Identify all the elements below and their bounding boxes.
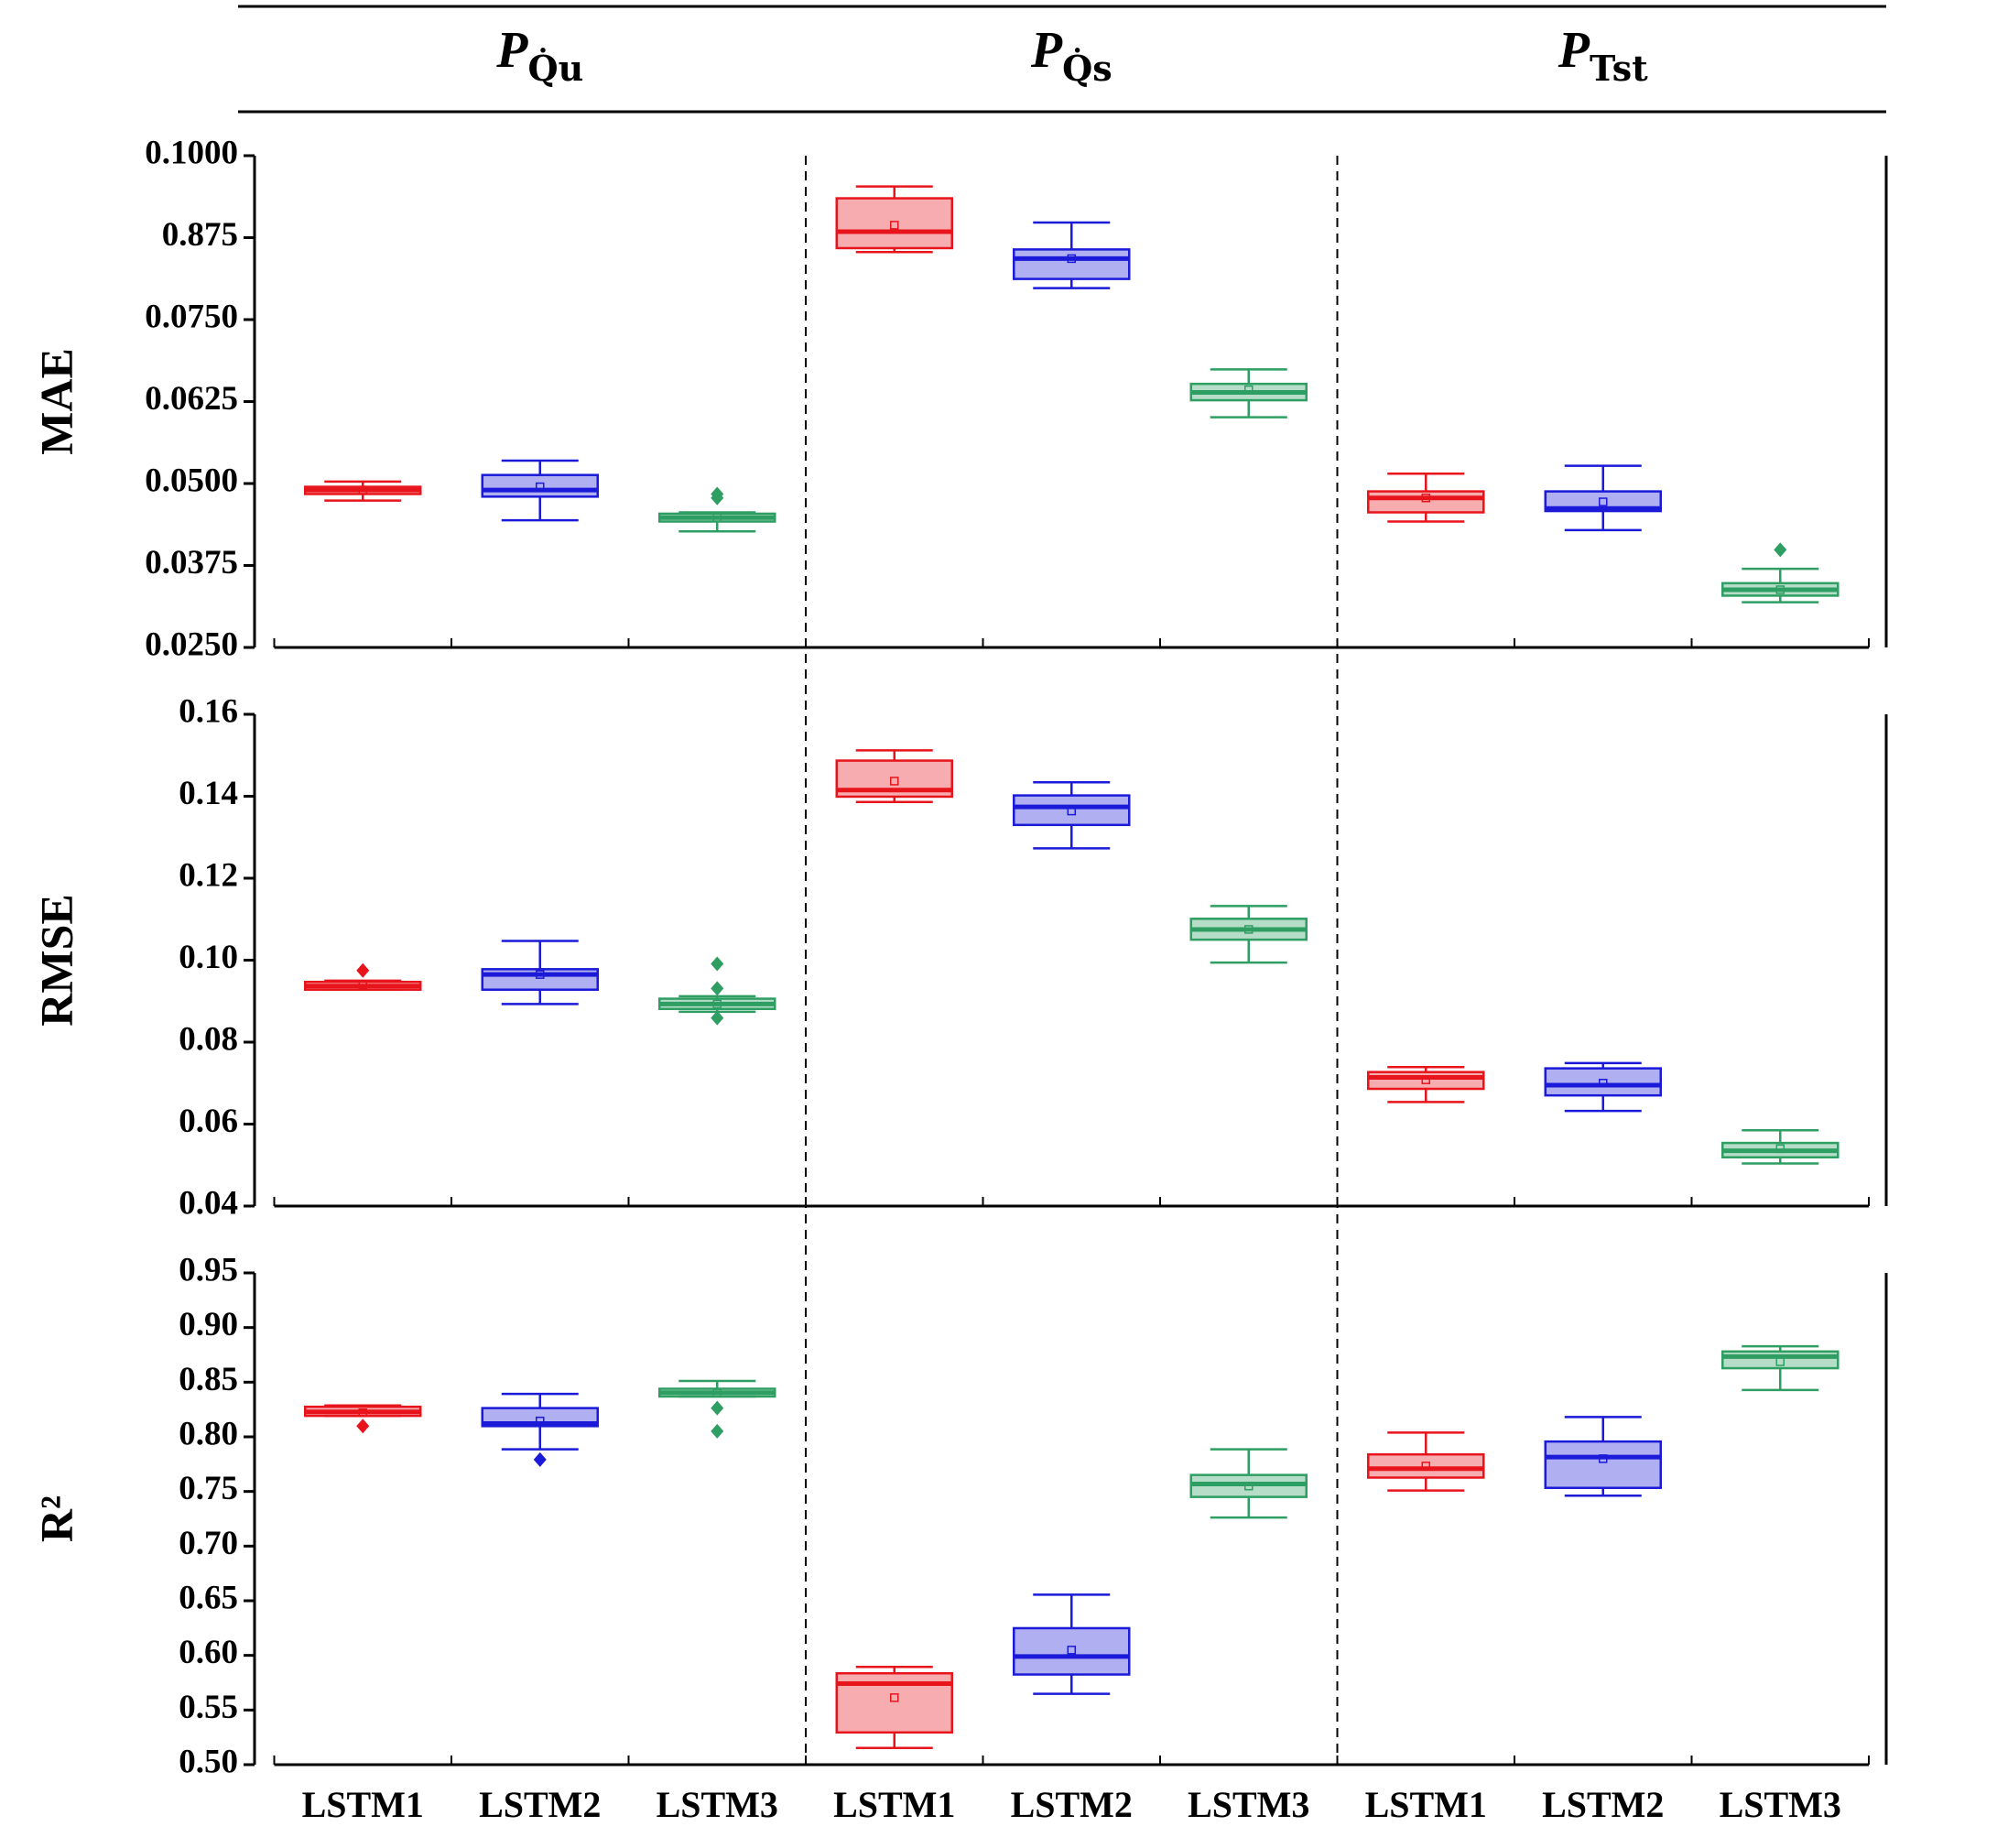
mean (890, 1693, 899, 1702)
mean (1421, 494, 1430, 503)
x-tick-label: LSTM1 (302, 1784, 424, 1825)
mean (712, 999, 722, 1009)
x-tick-label: LSTM3 (1188, 1784, 1309, 1825)
y-tick-label: 0.10 (179, 939, 238, 976)
mean (1599, 497, 1608, 506)
column-header: PTst (1558, 22, 1648, 89)
y-tick-label: 0.50 (179, 1743, 238, 1780)
box (1544, 1440, 1662, 1489)
y-tick-label: 0.90 (179, 1306, 238, 1343)
header-symbol: P (1558, 22, 1590, 79)
y-tick-label: 0.16 (179, 692, 238, 730)
outlier (711, 1423, 724, 1439)
mean (536, 970, 545, 979)
y-tick-label: 0.0500 (145, 462, 238, 499)
y-tick-label: 0.60 (179, 1634, 238, 1671)
mean (1421, 1075, 1430, 1084)
box (1013, 248, 1131, 280)
y-tick-label: 0.75 (179, 1470, 238, 1507)
mean (1775, 1144, 1785, 1154)
y-tick-label: 0.80 (179, 1415, 238, 1452)
y-tick-label: 0.875 (162, 216, 238, 254)
header-subscript: Q̇s (1062, 48, 1113, 89)
box (1013, 1626, 1131, 1676)
y-tick-label: 0.55 (179, 1689, 238, 1726)
y-tick-label: 0.0750 (145, 298, 238, 335)
mean (358, 1408, 367, 1418)
mean (1067, 1646, 1076, 1655)
outlier (711, 1400, 724, 1416)
x-tick-label: LSTM1 (1365, 1784, 1487, 1825)
mean (536, 482, 545, 492)
box (481, 473, 599, 498)
y-axis-label: MAE (30, 348, 81, 455)
y-tick-label: 0.1000 (145, 134, 238, 171)
mean (1067, 806, 1076, 816)
y-tick-label: 0.08 (179, 1020, 238, 1058)
mean (1244, 925, 1254, 934)
y-tick-label: 0.14 (179, 775, 238, 812)
mean (358, 485, 367, 495)
mean (1599, 1454, 1608, 1463)
y-axis-label: RMSE (30, 894, 81, 1026)
mean (1599, 1079, 1608, 1088)
mean (712, 1388, 722, 1398)
mean (890, 777, 899, 786)
outlier (356, 962, 370, 978)
mean (1775, 585, 1785, 594)
outlier (711, 1010, 724, 1026)
y-tick-label: 0.12 (179, 856, 238, 894)
outlier (711, 490, 724, 505)
box (1013, 794, 1131, 827)
y-axis-label: R² (30, 1495, 81, 1542)
header-subscript: Tst (1590, 48, 1648, 89)
x-tick-label: LSTM3 (657, 1784, 778, 1825)
mean (1244, 385, 1254, 395)
x-tick-label: LSTM2 (479, 1784, 601, 1825)
mean (1067, 254, 1076, 264)
mean (712, 513, 722, 522)
column-header: PQ̇s (1030, 22, 1113, 89)
x-tick-label: LSTM3 (1720, 1784, 1841, 1825)
y-tick-label: 0.0250 (145, 625, 238, 663)
box (1544, 1067, 1662, 1097)
outlier (711, 956, 724, 972)
x-tick-label: LSTM1 (833, 1784, 955, 1825)
column-header: PQ̇u (495, 22, 583, 89)
outlier (356, 1419, 370, 1434)
y-tick-label: 0.06 (179, 1103, 238, 1140)
x-tick-label: LSTM2 (1011, 1784, 1133, 1825)
y-tick-label: 0.65 (179, 1579, 238, 1616)
y-tick-label: 0.04 (179, 1184, 238, 1222)
header-subscript: Q̇u (527, 48, 583, 89)
outlier (711, 981, 724, 996)
y-tick-label: 0.0625 (145, 380, 238, 418)
mean (1244, 1481, 1254, 1491)
outlier (1774, 542, 1787, 558)
box (835, 197, 953, 250)
mean (1775, 1357, 1785, 1366)
mean (890, 221, 899, 230)
header-symbol: P (495, 22, 528, 79)
mean (536, 1416, 545, 1426)
header-symbol: P (1030, 22, 1063, 79)
box (1544, 490, 1662, 513)
y-tick-label: 0.0375 (145, 544, 238, 582)
box (1367, 1071, 1485, 1091)
mean (358, 980, 367, 990)
y-tick-label: 0.95 (179, 1251, 238, 1288)
y-tick-label: 0.85 (179, 1361, 238, 1398)
y-tick-label: 0.70 (179, 1525, 238, 1562)
mean (1421, 1462, 1430, 1471)
box (1367, 1452, 1485, 1479)
outlier (533, 1451, 547, 1467)
x-tick-label: LSTM2 (1542, 1784, 1664, 1825)
